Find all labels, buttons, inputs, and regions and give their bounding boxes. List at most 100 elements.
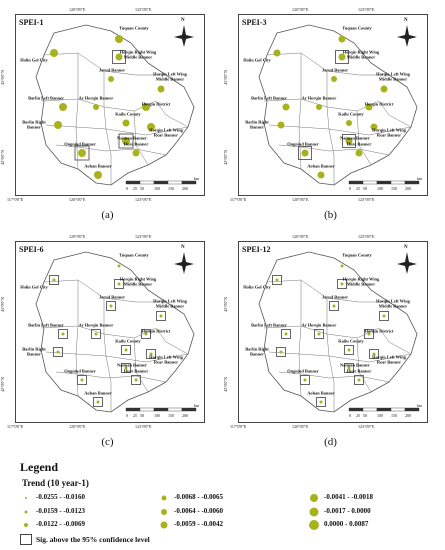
station-label: Horqin Left Wing Middle Banner (376, 71, 410, 81)
significance-marker (281, 329, 291, 339)
legend-dot-icon (24, 523, 28, 527)
trend-dot (124, 366, 128, 370)
scale-tick-label: 150 (391, 186, 397, 191)
map-frame: 0 25 50 100 150 200 km N Tuquan County Horqin Rig… (15, 241, 205, 423)
scale-tick-label: 200 (405, 186, 411, 191)
panel-index-label: SPEI-6 (19, 245, 44, 254)
trend-dot (340, 282, 344, 286)
trend-dot (332, 304, 336, 308)
county-boundary (103, 298, 112, 412)
station-label: Horqin Right Wing Middle Banner (119, 49, 157, 59)
trend-dot (275, 278, 279, 282)
legend-dot-icon (309, 520, 319, 530)
trend-dot (355, 149, 363, 157)
county-boundary (326, 71, 335, 185)
station-label: Barlin Right Banner (22, 119, 46, 129)
panel-index-label: SPEI-1 (19, 18, 44, 27)
left-axis-tick: 42°0'0"N (0, 150, 5, 165)
station-label: Horqin District (364, 328, 394, 334)
trend-dot (380, 85, 388, 93)
county-boundary (356, 337, 372, 393)
top-axis-tick: 123°0'0"E (358, 7, 375, 12)
trend-dot (122, 119, 130, 127)
scale-tick-label: 0 (126, 186, 128, 191)
trend-dot (115, 53, 123, 61)
trend-dot (346, 120, 352, 126)
map-panel: 120°0'0"E 123°0'0"E 117°0'0"E 120°0'0"E 123°… (223, 232, 433, 457)
trend-dot (59, 103, 67, 111)
scale-tick-label: 25 (356, 186, 360, 191)
scale-tick-label: 50 (363, 186, 367, 191)
significance-marker (344, 363, 354, 373)
trend-dot (317, 171, 325, 179)
legend-item-label: 0.0000 - 0.0087 (324, 520, 369, 528)
significance-marker (114, 279, 124, 289)
station-label: Naiman Banner (340, 362, 370, 368)
significance-marker (156, 311, 166, 321)
station-label: Hure Banner (346, 141, 372, 147)
trend-dot (157, 85, 165, 93)
significance-marker (337, 279, 347, 289)
station-label: Tuquan County (342, 25, 372, 31)
left-axis-tick: 45°0'0"N (0, 297, 5, 312)
scale-bar (348, 180, 420, 185)
scale-tick-label: 25 (133, 413, 137, 418)
scale-tick-label: 150 (168, 413, 174, 418)
trend-dot (93, 104, 99, 110)
legend-item-label: -0.0064 - -0.0060 (174, 507, 223, 515)
legend-dot-icon (24, 510, 28, 514)
legend-item-label: -0.0017 - 0.0000 (324, 507, 371, 515)
trend-dot (370, 123, 378, 131)
significance-marker (77, 375, 87, 385)
station-label: Hure Banner (123, 368, 149, 374)
significance-marker (342, 134, 356, 148)
scale-tick-label: 0 (126, 413, 128, 418)
trend-dot (147, 123, 155, 131)
station-label: Kailu County (338, 111, 364, 117)
station-label: Ongniud Banner (64, 141, 96, 147)
scale-tick-label: 50 (140, 413, 144, 418)
station-label: Barlin Right Banner (245, 119, 269, 129)
significance-marker (272, 275, 282, 285)
trend-dot (132, 149, 140, 157)
scale-tick-label: 100 (154, 186, 160, 191)
station-label: Barlin Right Banner (22, 346, 46, 356)
station-label: Barlin Right Banner (245, 346, 269, 356)
significance-square-icon (20, 534, 32, 545)
station-label: Barlin Left Banner (251, 95, 287, 101)
bottom-axis-tick: 120°0'0"E (69, 424, 86, 429)
trend-dot (115, 35, 123, 43)
bottom-axis-tick: 123°0'0"E (135, 424, 152, 429)
station-label: Jarud Banner (98, 294, 126, 300)
trend-dot (372, 352, 376, 356)
station-label: Barlin Left Banner (28, 95, 64, 101)
legend-dot-icon (25, 497, 27, 499)
bottom-axis-tick: 117°0'0"E (7, 197, 24, 202)
trend-dot (142, 103, 150, 111)
significance-marker (121, 363, 131, 373)
legend-subtitle: Trend (10 year-1) (22, 478, 89, 488)
panel-caption: (a) (101, 209, 114, 221)
county-boundary (155, 100, 189, 128)
station-label: Barlin Left Banner (251, 322, 287, 328)
trend-dot (316, 104, 322, 110)
top-axis-tick: 120°0'0"E (69, 234, 86, 239)
scale-tick-label: 150 (168, 186, 174, 191)
trend-dot (117, 264, 121, 268)
trend-dot (54, 121, 62, 129)
station-label: Kailu County (115, 111, 141, 117)
significance-marker (300, 375, 310, 385)
trend-dot (122, 137, 130, 145)
trend-dot (109, 304, 113, 308)
station-label: Horqin Left Wing Rear Banner (372, 354, 406, 364)
trend-dot (347, 366, 351, 370)
station-label: Jarud Banner (98, 67, 126, 73)
left-axis-tick: 45°0'0"N (0, 70, 5, 85)
scale-tick-label: 0 (349, 186, 351, 191)
scale-unit-label: km (417, 176, 423, 181)
scale-tick-label: 150 (391, 413, 397, 418)
panel-index-label: SPEI-3 (242, 18, 267, 27)
station-label: Barlin Left Banner (28, 322, 64, 328)
significance-marker (131, 375, 141, 385)
north-arrow-icon: N (395, 245, 419, 281)
